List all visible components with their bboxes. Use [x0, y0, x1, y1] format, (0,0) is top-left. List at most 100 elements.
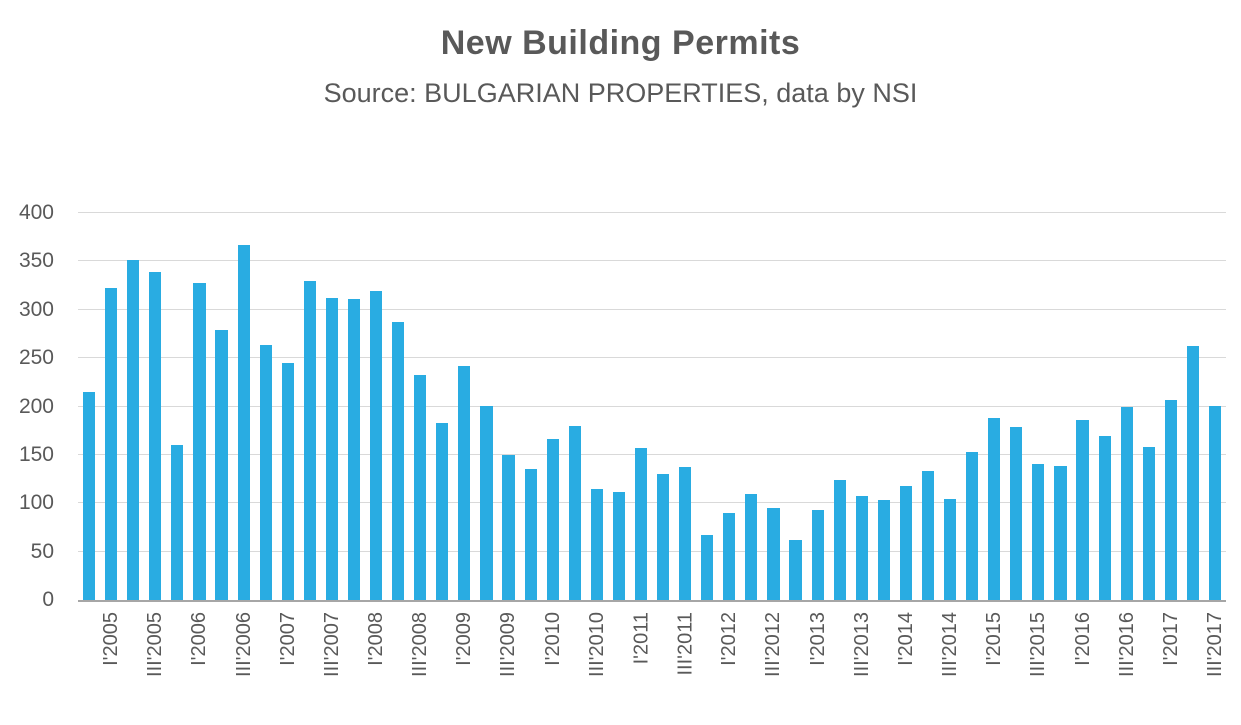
- x-slot: [1072, 604, 1094, 725]
- y-axis-labels: 0 50 100 150 200 250 300 350 400: [0, 201, 66, 611]
- bar-slot: [1027, 213, 1049, 600]
- bar: [988, 418, 1001, 600]
- x-slot: [762, 604, 784, 725]
- chart-title: New Building Permits: [440, 24, 801, 62]
- bar-slot: [144, 213, 166, 600]
- bar: [546, 439, 559, 600]
- x-slot: III'2005: [122, 604, 166, 725]
- x-slot: I'2016: [1049, 604, 1093, 725]
- bar-slot: [233, 213, 255, 600]
- x-slot: I'2017: [1138, 604, 1182, 725]
- bar: [127, 260, 140, 600]
- bar-slot: [983, 213, 1005, 600]
- bar: [281, 362, 294, 600]
- x-slot: III'2012: [740, 604, 784, 725]
- gridline: [78, 550, 1226, 552]
- bar: [1054, 465, 1067, 600]
- bar: [612, 491, 625, 600]
- y-tick-label: 250: [18, 346, 54, 370]
- x-slot: I'2007: [255, 604, 299, 725]
- bar: [855, 496, 868, 600]
- x-slot: I'2012: [696, 604, 740, 725]
- bar: [414, 374, 427, 600]
- gridline: [78, 212, 1226, 213]
- x-slot: [674, 604, 696, 725]
- x-slot: [188, 604, 210, 725]
- x-slot: [983, 604, 1005, 725]
- x-slot: I'2008: [343, 604, 387, 725]
- bar: [745, 493, 758, 600]
- bar-slot: [696, 213, 718, 600]
- bar: [899, 485, 912, 600]
- bar: [347, 299, 361, 600]
- bar-slot: [78, 213, 100, 600]
- bar-slot: [365, 213, 387, 600]
- bar: [679, 467, 692, 600]
- bar-slot: [1138, 213, 1160, 600]
- chart-subtitle: Source: BULGARIAN PROPERTIES, data by NS…: [323, 78, 918, 108]
- bar-slot: [895, 213, 917, 600]
- x-slot: [718, 604, 740, 725]
- bar-slot: [497, 213, 519, 600]
- bar: [568, 425, 581, 600]
- bar: [259, 344, 272, 600]
- x-slot: [321, 604, 343, 725]
- bar: [82, 392, 96, 600]
- x-slot: III'2014: [917, 604, 961, 725]
- x-slot: I'2009: [431, 604, 475, 725]
- bar: [1186, 345, 1200, 600]
- bar: [325, 298, 338, 600]
- x-slot: [233, 604, 255, 725]
- bar: [1076, 420, 1089, 600]
- x-slot: [1204, 604, 1226, 725]
- x-slot: III'2011: [652, 604, 696, 725]
- bar: [369, 291, 383, 600]
- x-slot: [542, 604, 564, 725]
- bar-slot: [1049, 213, 1071, 600]
- bar: [767, 508, 780, 600]
- bar: [811, 510, 824, 600]
- bar: [1164, 399, 1177, 600]
- bar: [480, 405, 493, 600]
- bar-slot: [166, 213, 188, 600]
- x-slot: [1160, 604, 1182, 725]
- bar-slot: [100, 213, 122, 600]
- y-tick-label: 300: [18, 297, 54, 321]
- bar-slot: [917, 213, 939, 600]
- bar: [392, 322, 405, 600]
- bar-slot: [188, 213, 210, 600]
- bar: [524, 469, 537, 600]
- x-slot: [895, 604, 917, 725]
- bar: [590, 488, 603, 600]
- bar: [921, 471, 935, 600]
- bar: [105, 288, 118, 600]
- bar-slot: [255, 213, 277, 600]
- bar: [458, 365, 471, 600]
- bar-slot: [740, 213, 762, 600]
- bar-slot: [873, 213, 895, 600]
- x-slot: I'2010: [520, 604, 564, 725]
- bar-slot: [277, 213, 299, 600]
- bar-slot: [1005, 213, 1027, 600]
- gridline: [78, 260, 1226, 262]
- bar: [966, 451, 979, 600]
- bar-slot: [718, 213, 740, 600]
- bar: [303, 280, 316, 600]
- bar-slot: [387, 213, 409, 600]
- bars: [78, 213, 1226, 600]
- x-axis-labels: I'2005 III'2005 I'2006 III'2006 I'2007 III'20…: [78, 604, 1226, 725]
- bar-slot: [1204, 213, 1226, 600]
- bar-slot: [608, 213, 630, 600]
- y-tick-label: 100: [18, 491, 54, 515]
- bar-slot: [542, 213, 564, 600]
- x-slot: III'2006: [210, 604, 255, 725]
- bar: [1208, 405, 1222, 600]
- x-slot: [144, 604, 166, 725]
- bar: [723, 512, 736, 600]
- bar-slot: [564, 213, 586, 600]
- x-slot: [277, 604, 299, 725]
- x-slot: [453, 604, 475, 725]
- bar: [1010, 426, 1023, 600]
- bar-slot: [453, 213, 475, 600]
